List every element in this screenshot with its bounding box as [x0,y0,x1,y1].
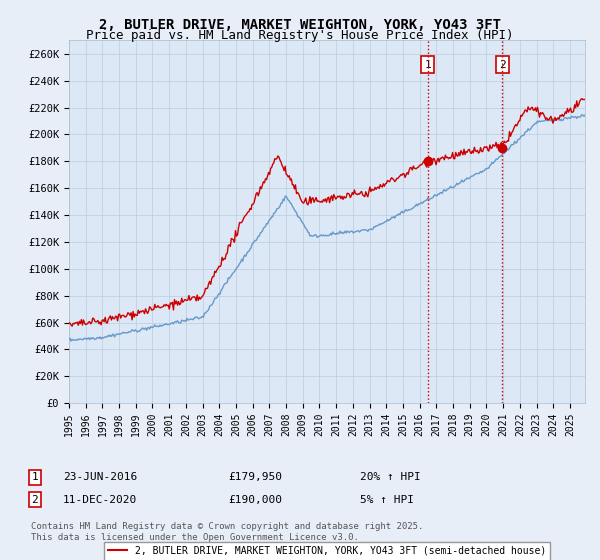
Text: 1: 1 [424,59,431,69]
Text: 2, BUTLER DRIVE, MARKET WEIGHTON, YORK, YO43 3FT: 2, BUTLER DRIVE, MARKET WEIGHTON, YORK, … [99,18,501,32]
Text: 11-DEC-2020: 11-DEC-2020 [63,494,137,505]
Text: 1: 1 [31,472,38,482]
Text: 2: 2 [499,59,506,69]
Text: Price paid vs. HM Land Registry's House Price Index (HPI): Price paid vs. HM Land Registry's House … [86,29,514,42]
Text: 23-JUN-2016: 23-JUN-2016 [63,472,137,482]
Text: £179,950: £179,950 [228,472,282,482]
Legend: 2, BUTLER DRIVE, MARKET WEIGHTON, YORK, YO43 3FT (semi-detached house), HPI: Ave: 2, BUTLER DRIVE, MARKET WEIGHTON, YORK, … [104,542,550,560]
Text: 5% ↑ HPI: 5% ↑ HPI [360,494,414,505]
Text: 2: 2 [31,494,38,505]
Text: Contains HM Land Registry data © Crown copyright and database right 2025.
This d: Contains HM Land Registry data © Crown c… [31,522,424,542]
Text: £190,000: £190,000 [228,494,282,505]
Text: 20% ↑ HPI: 20% ↑ HPI [360,472,421,482]
